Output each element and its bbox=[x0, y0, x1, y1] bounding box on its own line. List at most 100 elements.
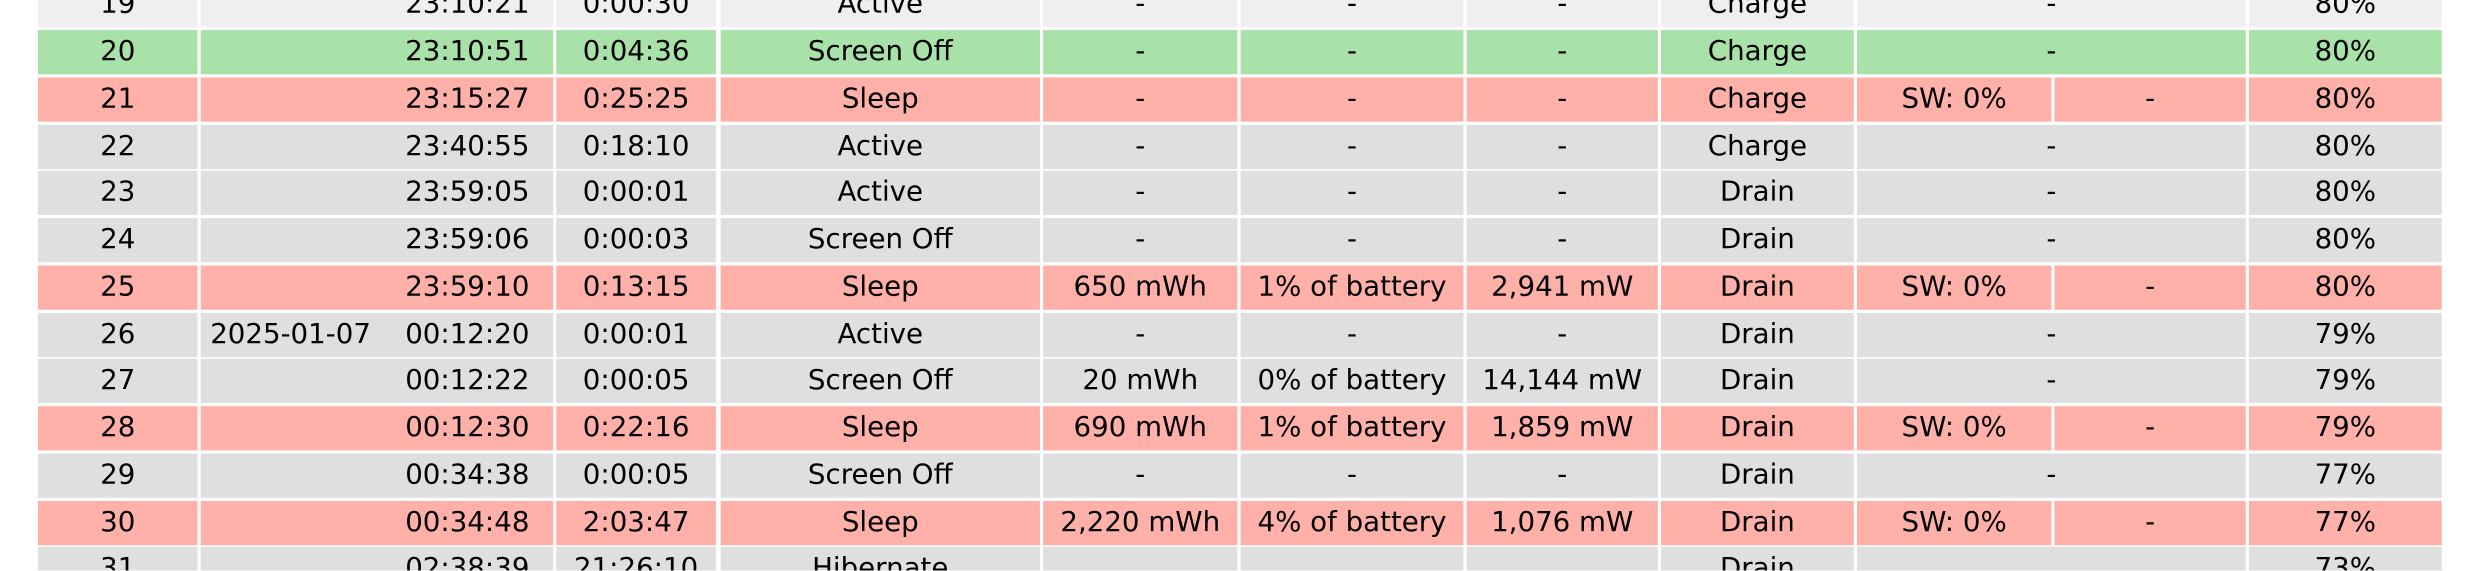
time: 23:10:21 bbox=[405, 0, 530, 21]
cell-capacity: 80% bbox=[2248, 171, 2442, 216]
cell-capacity: 80% bbox=[2248, 30, 2442, 75]
cell-sw: - bbox=[1856, 30, 2246, 75]
cell-state: Screen Off bbox=[720, 359, 1040, 404]
cell-duration: 0:00:03 bbox=[556, 218, 716, 263]
time: 00:12:20 bbox=[405, 318, 530, 351]
cell-battery-share: 4% of battery bbox=[1240, 500, 1464, 545]
cell-source: Drain bbox=[1661, 359, 1854, 404]
time: 23:59:06 bbox=[405, 224, 530, 257]
cell-duration: 0:00:30 bbox=[556, 0, 716, 28]
time: 00:34:38 bbox=[405, 459, 530, 492]
cell-sw: - bbox=[1856, 218, 2246, 263]
cell-sw bbox=[1856, 547, 2246, 571]
cell-number: 21 bbox=[37, 77, 198, 122]
cell-energy: - bbox=[1043, 218, 1238, 263]
cell-duration: 0:22:16 bbox=[556, 406, 716, 451]
cell-duration: 0:00:01 bbox=[556, 312, 716, 357]
cell-energy: - bbox=[1043, 312, 1238, 357]
cell-number: 23 bbox=[37, 171, 198, 216]
cell-sw-rest: - bbox=[2054, 77, 2246, 122]
cell-when: 23:59:05 bbox=[200, 171, 554, 216]
cell-sw: - bbox=[1856, 171, 2246, 216]
cell-source: Charge bbox=[1661, 30, 1854, 75]
cell-energy bbox=[1043, 547, 1238, 571]
cell-state: Sleep bbox=[720, 500, 1040, 545]
cell-sw: SW: 0% bbox=[1856, 265, 2052, 310]
cell-rate: - bbox=[1466, 30, 1658, 75]
cell-energy: 690 mWh bbox=[1043, 406, 1238, 451]
cell-rate: - bbox=[1466, 453, 1658, 498]
cell-source: Charge bbox=[1661, 124, 1854, 169]
cell-rate bbox=[1466, 547, 1658, 571]
cell-capacity: 77% bbox=[2248, 453, 2442, 498]
cell-source: Drain bbox=[1661, 171, 1854, 216]
cell-duration: 0:00:05 bbox=[556, 453, 716, 498]
cell-battery-share: - bbox=[1240, 77, 1464, 122]
cell-when: 02:38:39 bbox=[200, 547, 554, 571]
time: 00:12:30 bbox=[405, 412, 530, 445]
cell-number: 20 bbox=[37, 30, 198, 75]
cell-duration: 0:18:10 bbox=[556, 124, 716, 169]
cell-sw: - bbox=[1856, 312, 2246, 357]
cell-rate: - bbox=[1466, 312, 1658, 357]
cell-duration: 21:26:10 bbox=[556, 547, 716, 571]
cell-battery-share: - bbox=[1240, 124, 1464, 169]
cell-source: Charge bbox=[1661, 0, 1854, 28]
cell-number: 22 bbox=[37, 124, 198, 169]
cell-state: Active bbox=[720, 124, 1040, 169]
time: 00:34:48 bbox=[405, 506, 530, 539]
cell-sw: - bbox=[1856, 124, 2246, 169]
cell-rate: - bbox=[1466, 77, 1658, 122]
cell-capacity: 79% bbox=[2248, 359, 2442, 404]
cell-duration: 0:25:25 bbox=[556, 77, 716, 122]
cell-number: 26 bbox=[37, 312, 198, 357]
cell-rate: 2,941 mW bbox=[1466, 265, 1658, 310]
cell-when: 23:59:10 bbox=[200, 265, 554, 310]
cell-when: 00:12:30 bbox=[200, 406, 554, 451]
cell-energy: 650 mWh bbox=[1043, 265, 1238, 310]
cell-energy: - bbox=[1043, 124, 1238, 169]
cell-battery-share: 1% of battery bbox=[1240, 406, 1464, 451]
cell-energy: - bbox=[1043, 0, 1238, 28]
cell-source: Drain bbox=[1661, 453, 1854, 498]
cell-duration: 2:03:47 bbox=[556, 500, 716, 545]
cell-number: 31 bbox=[37, 547, 198, 571]
time: 00:12:22 bbox=[405, 365, 530, 398]
cell-number: 27 bbox=[37, 359, 198, 404]
cell-state: Screen Off bbox=[720, 218, 1040, 263]
cell-duration: 0:13:15 bbox=[556, 265, 716, 310]
cell-energy: - bbox=[1043, 30, 1238, 75]
cell-state: Active bbox=[720, 312, 1040, 357]
cell-state: Screen Off bbox=[720, 453, 1040, 498]
cell-rate: 14,144 mW bbox=[1466, 359, 1658, 404]
cell-duration: 0:04:36 bbox=[556, 30, 716, 75]
cell-capacity: 80% bbox=[2248, 218, 2442, 263]
cell-battery-share: - bbox=[1240, 171, 1464, 216]
cell-battery-share: 0% of battery bbox=[1240, 359, 1464, 404]
cell-capacity: 77% bbox=[2248, 500, 2442, 545]
cell-battery-share bbox=[1240, 547, 1464, 571]
cell-rate: 1,076 mW bbox=[1466, 500, 1658, 545]
cell-duration: 0:00:01 bbox=[556, 171, 716, 216]
cell-state: Active bbox=[720, 171, 1040, 216]
cell-rate: - bbox=[1466, 171, 1658, 216]
cell-state: Screen Off bbox=[720, 30, 1040, 75]
cell-state: Sleep bbox=[720, 265, 1040, 310]
cell-source: Charge bbox=[1661, 77, 1854, 122]
cell-state: Sleep bbox=[720, 406, 1040, 451]
cell-sw-rest: - bbox=[2054, 500, 2246, 545]
cell-energy: 2,220 mWh bbox=[1043, 500, 1238, 545]
cell-when: 00:34:38 bbox=[200, 453, 554, 498]
time: 23:40:55 bbox=[405, 130, 530, 162]
cell-source: Drain bbox=[1661, 218, 1854, 263]
cell-sw-rest: - bbox=[2054, 265, 2246, 310]
cell-when: 23:40:55 bbox=[200, 124, 554, 169]
cell-state: Sleep bbox=[720, 77, 1040, 122]
cell-source: Drain bbox=[1661, 500, 1854, 545]
cell-source: Drain bbox=[1661, 406, 1854, 451]
cell-when: 23:15:27 bbox=[200, 77, 554, 122]
cell-battery-share: - bbox=[1240, 218, 1464, 263]
cell-number: 19 bbox=[37, 0, 198, 28]
cell-number: 24 bbox=[37, 218, 198, 263]
